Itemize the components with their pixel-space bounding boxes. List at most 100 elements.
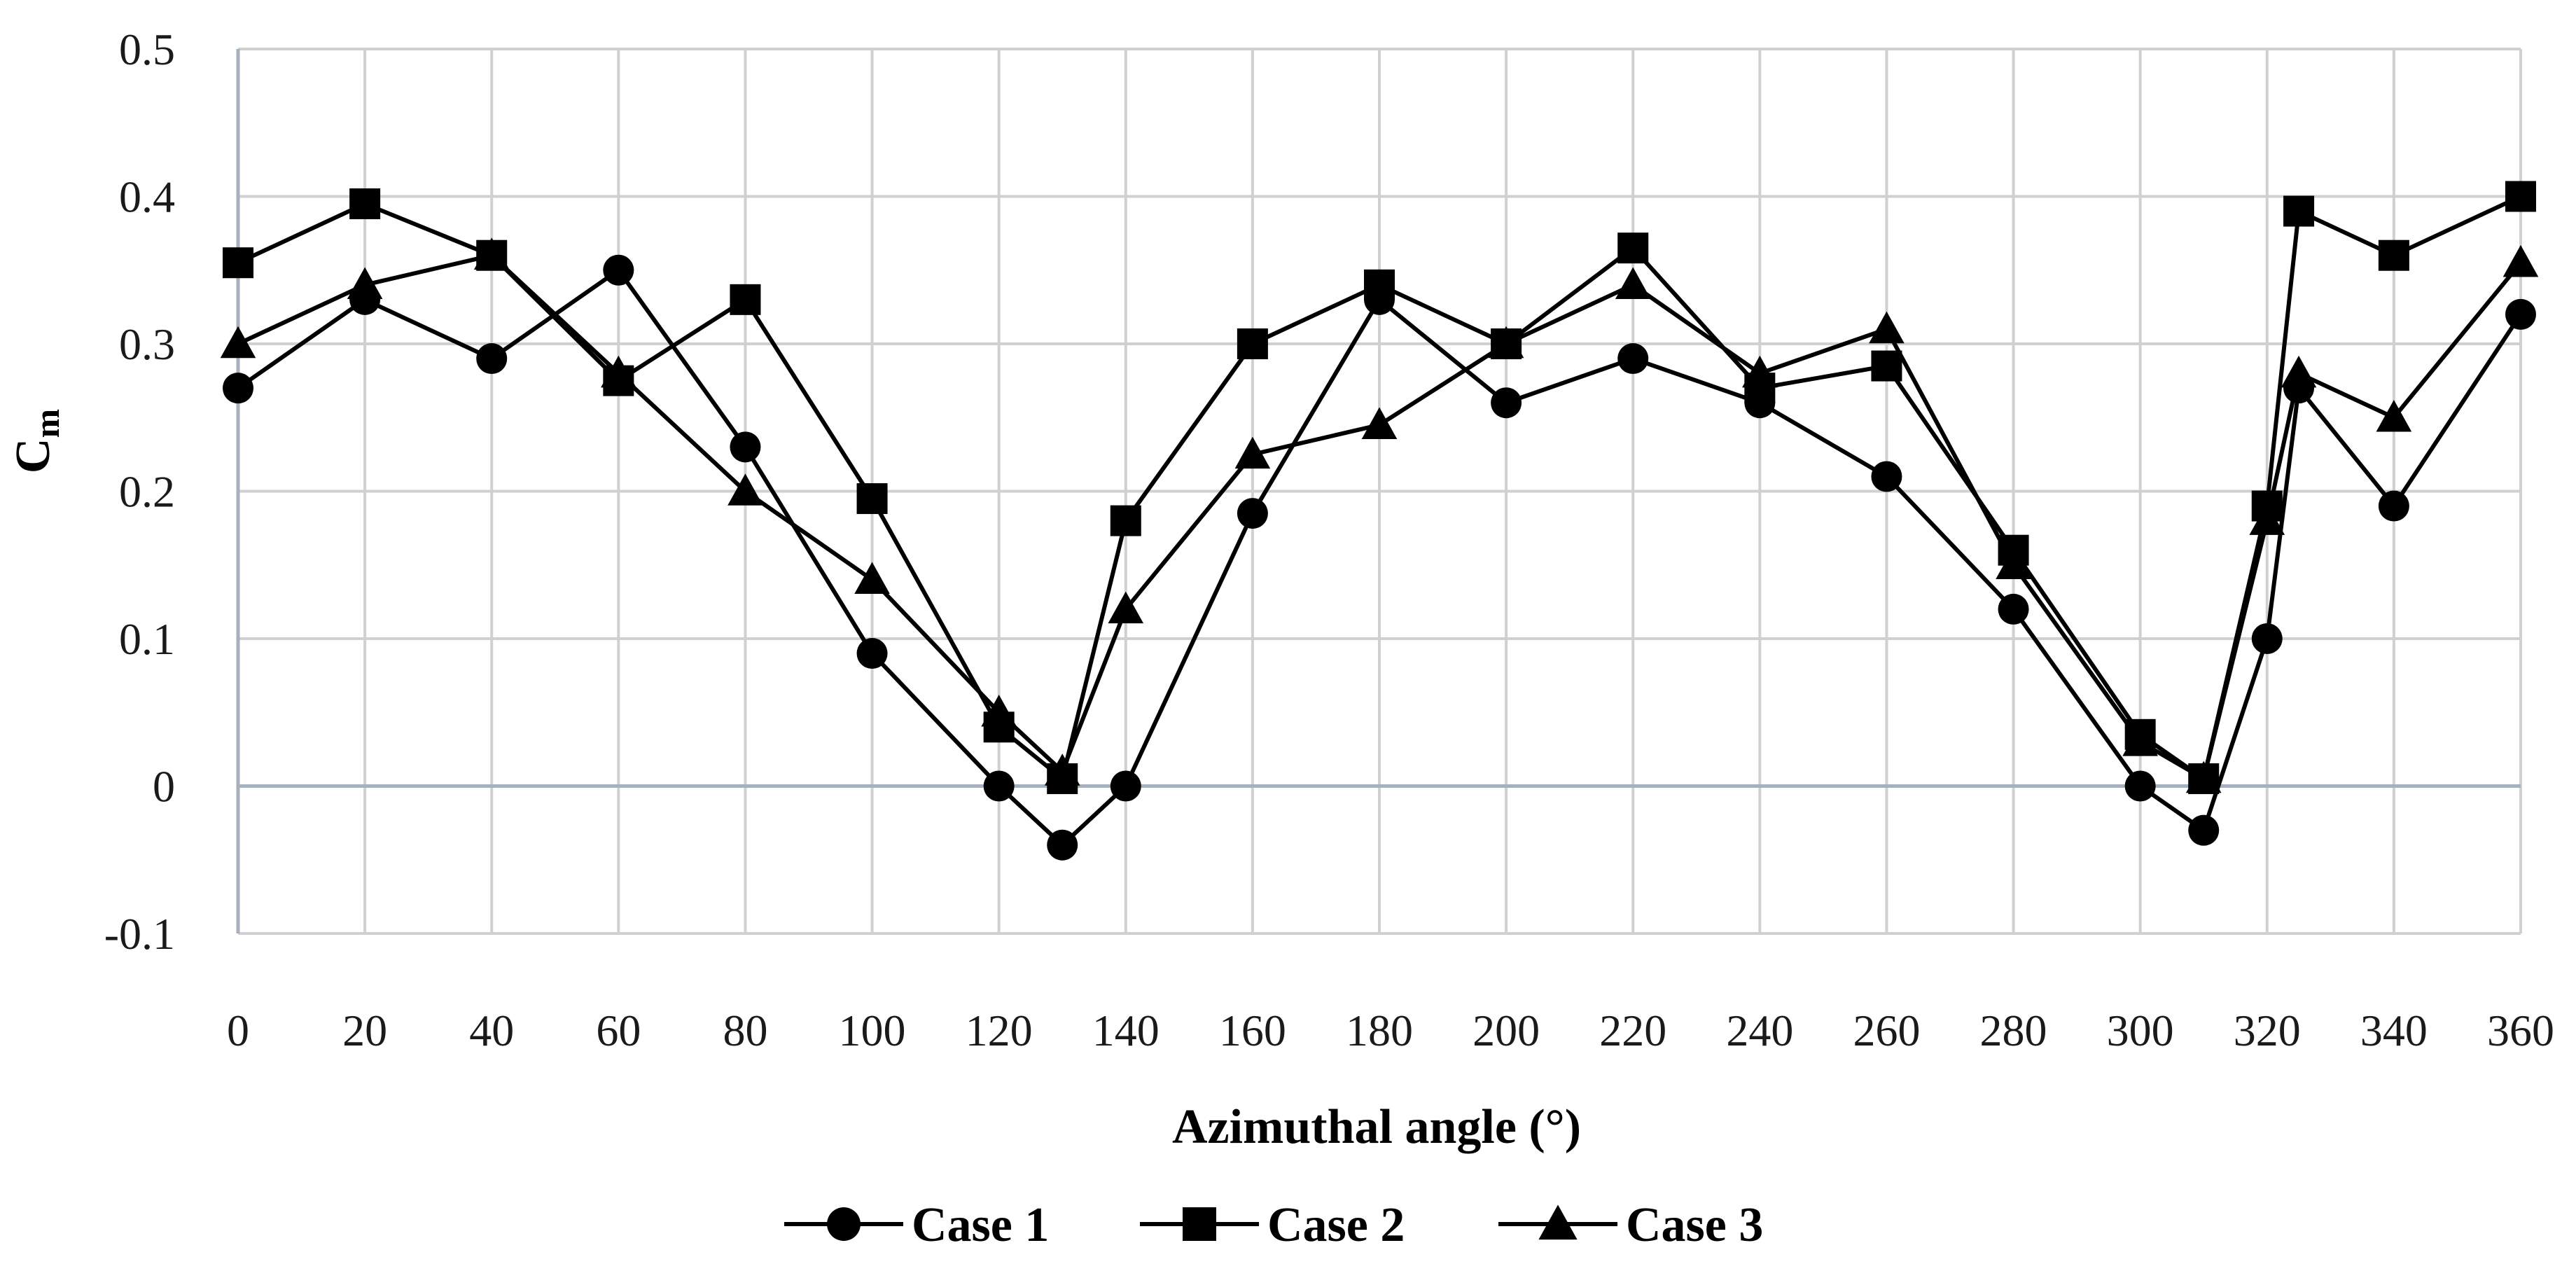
series-line <box>237 253 2523 781</box>
data-point <box>854 562 890 595</box>
y-tick-label: 0.4 <box>119 172 175 222</box>
x-tick-label: 100 <box>839 1006 906 1055</box>
data-point <box>1488 326 1524 359</box>
x-tick-label: 20 <box>342 1006 387 1055</box>
x-tick-label: 140 <box>1092 1006 1160 1055</box>
data-point <box>983 770 1015 802</box>
series-line <box>237 268 2523 847</box>
y-tick-label: 0.3 <box>119 319 175 369</box>
data-point <box>349 188 381 220</box>
grid-layer <box>238 48 2522 935</box>
legend-label: Case 2 <box>1267 1198 1405 1252</box>
legend-item-3: Case 3 <box>1498 1198 1763 1252</box>
x-tick-label: 200 <box>1473 1006 1540 1055</box>
data-point <box>2502 244 2539 277</box>
x-tick-label: 120 <box>966 1006 1033 1055</box>
legend: Case 1 Case 2 Case 3 <box>784 1198 1763 1252</box>
data-point <box>1491 387 1522 419</box>
data-point <box>1044 753 1080 786</box>
legend-marker <box>827 1207 861 1241</box>
legend-marker <box>1538 1204 1578 1240</box>
data-point <box>1110 505 1141 536</box>
data-point <box>1617 343 1649 375</box>
y-tick-label: 0.1 <box>119 614 175 664</box>
data-point <box>1108 591 1144 624</box>
data-point <box>603 254 634 286</box>
x-tick-label: 240 <box>1726 1006 1793 1055</box>
legend-item-1: Case 1 <box>784 1198 1049 1252</box>
data-point <box>2376 399 2412 432</box>
series-layer <box>220 181 2539 861</box>
data-point <box>1237 328 1268 359</box>
data-point <box>2185 761 2222 793</box>
axis-layer: -0.1 0 0.1 0.2 0.3 0.4 0.5 0 20 40 60 80 100 120 140 16… <box>104 25 2554 1055</box>
x-tick-label: 60 <box>596 1006 641 1055</box>
x-tick-label: 320 <box>2234 1006 2301 1055</box>
data-point <box>2251 623 2283 654</box>
data-point <box>2505 181 2536 212</box>
data-point <box>856 483 888 515</box>
data-point <box>1871 350 1902 382</box>
data-point <box>347 267 383 300</box>
data-point <box>2122 724 2158 756</box>
y-tick-label: -0.1 <box>104 909 175 959</box>
x-tick-label: 360 <box>2487 1006 2554 1055</box>
y-axis-title-main: C <box>6 438 60 474</box>
legend-label: Case 3 <box>1626 1198 1763 1252</box>
data-point <box>476 343 508 375</box>
data-point <box>2124 770 2156 802</box>
data-point <box>1361 407 1398 440</box>
x-tick-label: 340 <box>2360 1006 2428 1055</box>
data-point <box>2378 239 2409 271</box>
data-point <box>473 237 510 270</box>
data-point <box>1234 436 1271 469</box>
data-point <box>730 284 761 315</box>
data-point <box>2283 195 2315 227</box>
data-point <box>1110 770 1141 802</box>
series-1 <box>223 254 2536 861</box>
data-point <box>2281 355 2317 388</box>
data-point <box>1364 269 1395 300</box>
y-axis-title-sub: m <box>27 409 67 438</box>
data-point <box>1617 232 1649 264</box>
data-point <box>1869 311 1905 344</box>
x-tick-label: 300 <box>2107 1006 2174 1055</box>
data-point <box>223 373 253 404</box>
legend-label: Case 1 <box>912 1198 1049 1252</box>
x-axis-title: Azimuthal angle (°) <box>1172 1100 1581 1154</box>
legend-marker <box>1183 1207 1216 1241</box>
y-tick-label: 0 <box>153 762 175 812</box>
data-point <box>730 431 761 463</box>
data-point <box>1047 829 1078 861</box>
x-tick-label: 160 <box>1219 1006 1286 1055</box>
data-point <box>223 247 253 279</box>
legend-item-2: Case 2 <box>1140 1198 1405 1252</box>
data-point <box>856 638 888 669</box>
data-point <box>1615 267 1651 300</box>
data-point <box>220 326 256 359</box>
y-axis-title: Cm <box>6 409 67 473</box>
data-point <box>727 473 763 506</box>
data-point <box>981 694 1017 727</box>
x-tick-label: 280 <box>1980 1006 2047 1055</box>
x-tick-label: 40 <box>469 1006 514 1055</box>
data-point <box>1996 547 2031 579</box>
series-3 <box>220 237 2539 793</box>
x-tick-label: 0 <box>227 1006 249 1055</box>
data-point <box>1742 355 1778 388</box>
series-2 <box>223 181 2536 794</box>
y-tick-label: 0.5 <box>119 25 175 74</box>
label-layer: Azimuthal angle (°) Cm <box>6 409 1581 1154</box>
data-point <box>1871 461 1902 492</box>
data-point <box>1998 593 2029 625</box>
data-point <box>2378 490 2409 522</box>
x-tick-label: 80 <box>723 1006 767 1055</box>
data-point <box>2188 814 2220 846</box>
data-point <box>2505 298 2536 330</box>
x-tick-label: 220 <box>1599 1006 1666 1055</box>
data-point <box>1237 498 1268 529</box>
data-point <box>601 355 636 388</box>
x-tick-label: 260 <box>1853 1006 1920 1055</box>
